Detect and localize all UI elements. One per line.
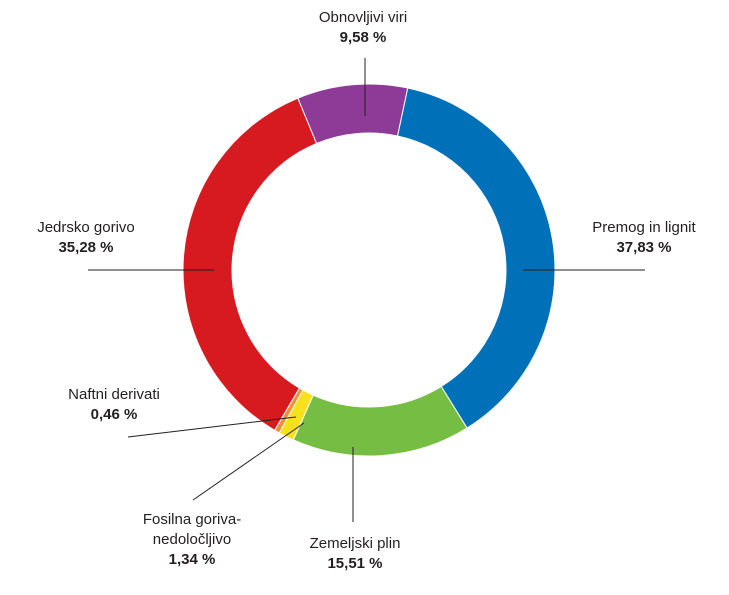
label-name-jedrsko: Jedrsko gorivo [37,219,135,236]
leader-naftni [127,416,297,438]
slice-premog [396,87,556,429]
label-value-premog: 37,83 % [616,239,671,256]
label-name-premog: Premog in lignit [592,219,696,236]
label-value-naftni: 0,46 % [91,406,138,423]
slice-labels: Premog in lignit 37,83 % Zemeljski plin 15,… [37,9,696,572]
label-name-fosilna-2: nedoločljivo [153,531,231,548]
label-name-plin: Zemeljski plin [310,535,401,552]
label-value-obnovljivi: 9,58 % [340,29,387,46]
slice-obnovljivi [297,83,409,145]
label-value-jedrsko: 35,28 % [58,239,113,256]
label-value-plin: 15,51 % [327,555,382,572]
label-name-obnovljivi: Obnovljivi viri [319,9,407,26]
label-value-fosilna: 1,34 % [169,551,216,568]
slice-plin [292,385,468,457]
label-name-naftni: Naftni derivati [68,386,160,403]
label-name-fosilna-1: Fosilna goriva- [143,511,241,528]
donut-slices [182,83,556,457]
leader-fosilna [192,422,305,501]
slice-jedrsko [182,97,318,431]
leader-lines [88,58,645,522]
